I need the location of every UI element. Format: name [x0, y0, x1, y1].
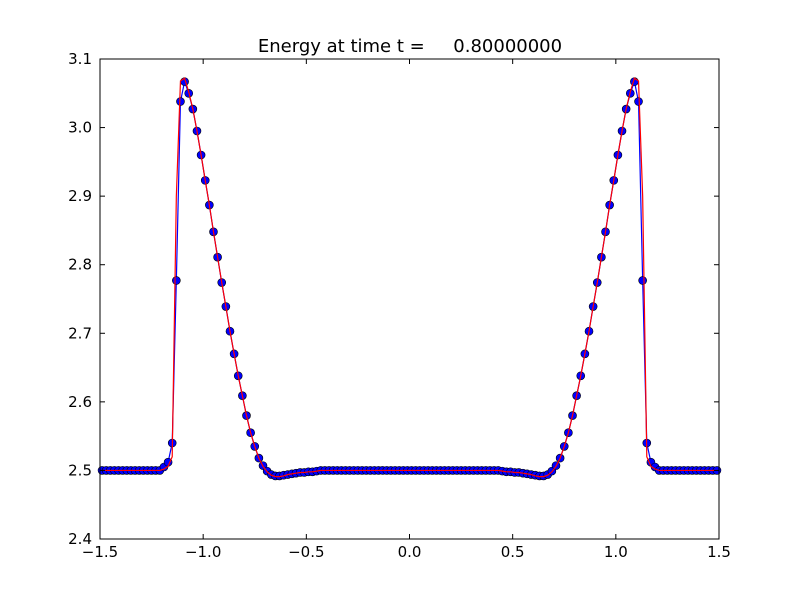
data-point [634, 97, 643, 106]
y-tick-label: 2.8 [68, 256, 92, 274]
y-tick-label: 3.1 [68, 50, 92, 68]
data-point [176, 97, 185, 106]
x-tick-label: −1.5 [82, 543, 118, 561]
x-tick-label: 1.5 [707, 543, 731, 561]
y-tick-label: 2.4 [68, 530, 92, 548]
x-tick-label: 0.0 [398, 543, 422, 561]
y-tick-label: 2.5 [68, 461, 92, 479]
plot-area [100, 59, 719, 539]
x-tick-label: 1.0 [604, 543, 628, 561]
data-point [638, 276, 647, 285]
y-tick-label: 2.9 [68, 187, 92, 205]
y-tick-label: 3.0 [68, 119, 92, 137]
data-point [172, 276, 181, 285]
chart-title: Energy at time t = 0.80000000 [258, 36, 562, 57]
x-tick-label: 0.5 [501, 543, 525, 561]
y-tick-label: 2.7 [68, 324, 92, 342]
x-tick-label: −1.0 [185, 543, 221, 561]
series-line [102, 77, 717, 478]
y-tick-label: 2.6 [68, 393, 92, 411]
x-tick-label: −0.5 [288, 543, 324, 561]
